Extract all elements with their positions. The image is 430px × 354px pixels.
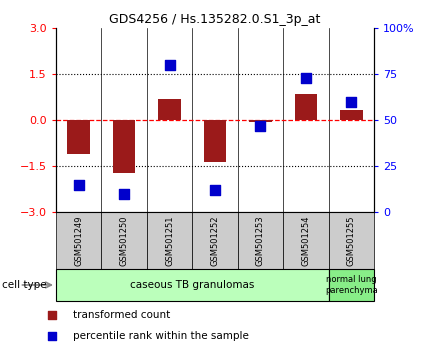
Bar [56,212,101,269]
Point [257,123,264,129]
Point [348,99,355,105]
Bar [67,120,90,154]
Title: GDS4256 / Hs.135282.0.S1_3p_at: GDS4256 / Hs.135282.0.S1_3p_at [109,13,321,26]
Text: normal lung
parenchyma: normal lung parenchyma [325,275,378,295]
Text: GSM501249: GSM501249 [74,216,83,266]
Bar [158,99,181,120]
Bar [340,110,363,120]
Text: GSM501254: GSM501254 [301,216,310,266]
Bar [101,212,147,269]
Point [166,62,173,68]
Bar [147,212,192,269]
Bar [192,212,238,269]
Text: caseous TB granulomas: caseous TB granulomas [130,280,255,290]
Bar [204,120,226,162]
Point [48,312,55,318]
Text: cell type: cell type [2,280,47,290]
Text: percentile rank within the sample: percentile rank within the sample [73,331,249,341]
Bar [283,212,329,269]
Bar [249,120,272,122]
Point [302,75,309,81]
Bar [113,120,135,172]
Point [75,182,82,188]
Bar [329,212,374,269]
Bar [329,269,374,301]
Bar [56,269,329,301]
Point [48,333,55,339]
Text: GSM501252: GSM501252 [211,216,219,266]
Point [212,188,218,193]
Text: GSM501253: GSM501253 [256,215,265,266]
Point [121,191,128,197]
Bar [238,212,283,269]
Text: GSM501250: GSM501250 [120,216,129,266]
Text: transformed count: transformed count [73,310,170,320]
Text: GSM501255: GSM501255 [347,216,356,266]
Bar [295,94,317,120]
Text: GSM501251: GSM501251 [165,216,174,266]
